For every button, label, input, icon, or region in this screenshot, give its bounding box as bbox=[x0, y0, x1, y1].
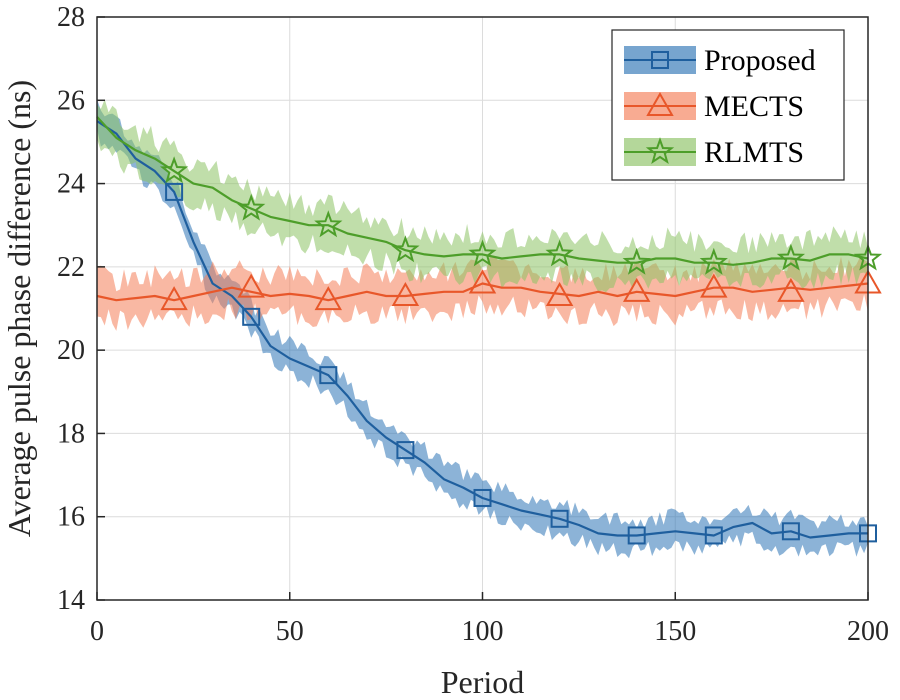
mects-point bbox=[700, 273, 728, 298]
mects-point bbox=[777, 277, 805, 302]
mects-point bbox=[237, 273, 265, 298]
x-tick-label: 50 bbox=[276, 616, 304, 647]
rlmts-point bbox=[314, 210, 343, 238]
y-tick-label: 20 bbox=[57, 335, 85, 366]
proposed-point bbox=[396, 441, 415, 460]
y-ticks: 14 16 18 20 22 24 26 28 bbox=[57, 2, 105, 616]
rlmts-point bbox=[159, 156, 189, 184]
x-ticks: 0 50 100 150 200 bbox=[90, 592, 889, 647]
rlmts-point bbox=[468, 239, 497, 267]
proposed-point bbox=[781, 522, 800, 541]
legend-label-mects: MECTS bbox=[704, 90, 804, 123]
series-lines bbox=[96, 116, 869, 539]
y-tick-label: 16 bbox=[57, 502, 85, 533]
x-tick-label: 150 bbox=[654, 616, 696, 647]
y-tick-label: 14 bbox=[57, 585, 85, 616]
proposed-point bbox=[165, 182, 184, 201]
y-tick-label: 22 bbox=[57, 252, 85, 283]
legend: Proposed MECTS RLMTS bbox=[611, 29, 845, 181]
rlmts-point bbox=[545, 239, 574, 267]
mects-line bbox=[96, 282, 869, 302]
mects-point bbox=[622, 277, 651, 302]
y-tick-label: 28 bbox=[57, 2, 85, 33]
rlmts-band bbox=[97, 99, 868, 293]
proposed-band bbox=[97, 99, 868, 559]
proposed-point bbox=[242, 307, 261, 326]
mects-point bbox=[314, 286, 343, 311]
x-tick-label: 100 bbox=[462, 616, 504, 647]
x-axis-label: Period bbox=[441, 664, 525, 700]
x-tick-label: 0 bbox=[90, 616, 104, 647]
rlmts-point bbox=[699, 247, 728, 275]
y-tick-label: 24 bbox=[57, 169, 85, 200]
legend-marker-rlmts bbox=[645, 137, 675, 165]
proposed-line bbox=[96, 120, 868, 539]
mects-point bbox=[391, 281, 420, 307]
y-tick-label: 26 bbox=[57, 85, 85, 116]
legend-marker-mects bbox=[646, 91, 674, 116]
y-tick-label: 18 bbox=[57, 418, 85, 449]
y-axis-label: Average pulse phase difference (ns) bbox=[1, 80, 37, 537]
proposed-point bbox=[550, 509, 569, 528]
mects-point bbox=[468, 269, 497, 294]
legend-label-proposed: Proposed bbox=[704, 44, 816, 77]
series-markers bbox=[159, 156, 883, 545]
mects-point bbox=[545, 281, 574, 307]
proposed-point bbox=[627, 526, 646, 545]
rlmts-point bbox=[622, 247, 651, 275]
proposed-point bbox=[319, 366, 338, 385]
rlmts-point bbox=[776, 243, 806, 271]
rlmts-point bbox=[237, 193, 266, 221]
mects-point bbox=[160, 286, 188, 311]
rlmts-line bbox=[96, 116, 869, 266]
legend-marker-proposed bbox=[651, 51, 669, 69]
proposed-point bbox=[473, 488, 492, 507]
x-tick-label: 200 bbox=[847, 616, 889, 647]
rlmts-point bbox=[391, 235, 420, 263]
legend-label-rlmts: RLMTS bbox=[704, 136, 804, 169]
proposed-point bbox=[704, 526, 723, 545]
